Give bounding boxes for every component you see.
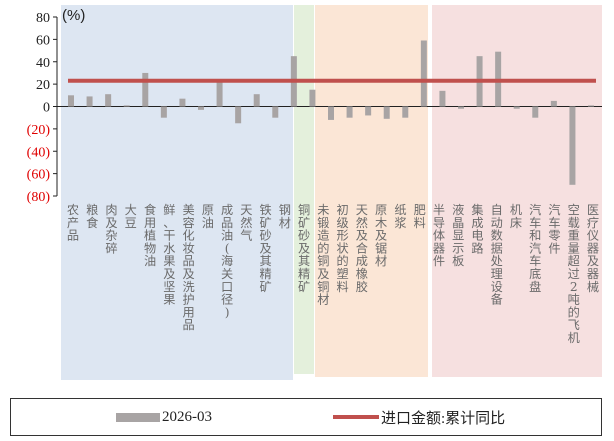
- bar: [458, 106, 464, 109]
- bar: [216, 81, 223, 107]
- bar: [383, 106, 390, 119]
- x-tick-label: 原油: [202, 203, 214, 230]
- x-tick-label: 未锻造的铜及铜材: [317, 203, 329, 307]
- bar: [346, 106, 353, 118]
- x-tick-label: 美容化妆品及洗护用品: [182, 203, 194, 332]
- legend-label-bar: 2026-03: [162, 408, 212, 425]
- x-tick-label: 集成电路: [471, 202, 483, 255]
- y-tick-label: (80): [27, 190, 51, 205]
- x-tick-label: 液晶显示板: [452, 202, 464, 268]
- legend-item-bar: 2026-03: [116, 399, 212, 435]
- x-tick-label: 纸浆: [394, 203, 406, 230]
- y-tick-label: (20): [27, 123, 51, 138]
- x-tick-label: 鲜、干水果及坚果: [163, 203, 175, 307]
- bar: [365, 106, 372, 116]
- x-tick-label: 钢材: [279, 203, 291, 230]
- bar: [532, 106, 539, 118]
- x-tick-label: 初级形状的塑料: [337, 203, 349, 294]
- unit-label: (%): [62, 7, 85, 24]
- category-group-bg-2: [294, 5, 314, 374]
- bar: [160, 106, 167, 118]
- legend: 2026-03 进口金额:累计同比: [10, 398, 602, 436]
- category-group-bg-1: [61, 5, 293, 380]
- x-tick-label: 铜矿砂及其精矿: [298, 202, 310, 294]
- x-tick-label: 机床: [510, 203, 522, 230]
- bar: [328, 106, 334, 120]
- y-tick-label: 60: [36, 33, 50, 48]
- y-tick-label: (40): [27, 145, 51, 160]
- y-tick-label: 40: [36, 56, 50, 71]
- x-tick-label: 食用植物油: [144, 202, 156, 268]
- bar: [253, 94, 260, 107]
- category-group-bg-4: [432, 5, 602, 377]
- x-tick-label: 原木及锯材: [375, 203, 387, 268]
- bar: [569, 106, 576, 185]
- category-group-backgrounds: [61, 5, 602, 380]
- bar: [68, 95, 74, 107]
- x-axis-labels: 农产品粮食肉及杂碎大豆食用植物油鲜、干水果及坚果美容化妆品及洗护用品原油成品油(…: [67, 202, 599, 345]
- bar: [420, 40, 427, 107]
- y-tick-label: 0: [43, 101, 50, 116]
- legend-swatch-line: [333, 415, 379, 419]
- bar: [439, 90, 446, 107]
- x-tick-label: 汽车和汽车底盘: [529, 202, 541, 294]
- legend-label-line: 进口金额:累计同比: [381, 410, 506, 427]
- bar: [550, 100, 557, 107]
- bar: [123, 105, 130, 107]
- x-tick-label: 自动数据处理设备: [491, 203, 503, 307]
- x-tick-label: 铁矿砂及其精矿: [259, 203, 271, 294]
- y-tick-label: 20: [36, 78, 50, 93]
- bar: [309, 89, 316, 107]
- category-group-bg-3: [315, 5, 428, 377]
- bar: [588, 105, 594, 107]
- x-tick-label: 肉及杂碎: [105, 203, 117, 255]
- bar: [513, 106, 520, 109]
- bar: [86, 96, 93, 107]
- x-tick-label: 汽车零件: [548, 202, 560, 255]
- x-tick-label: 成品油(海关口径): [221, 203, 233, 319]
- y-tick-label: (60): [27, 168, 51, 183]
- y-tick-label: 80: [36, 11, 50, 26]
- bar: [179, 98, 186, 107]
- bar: [198, 106, 204, 110]
- legend-item-line: 进口金额:累计同比: [333, 399, 505, 435]
- bar: [142, 72, 149, 107]
- x-tick-label: 半导体器件: [433, 203, 445, 268]
- x-tick-label: 肥料: [414, 203, 426, 230]
- bar: [105, 94, 112, 107]
- x-tick-label: 医疗仪器及器械: [587, 203, 599, 294]
- x-tick-label: 大豆: [125, 203, 137, 230]
- x-tick-label: 空载重量超过 2 吨的飞机: [568, 203, 580, 345]
- bar: [402, 106, 409, 118]
- x-tick-label: 天然及合成橡胶: [356, 203, 368, 294]
- bar: [272, 106, 279, 118]
- x-tick-label: 天然气: [240, 203, 252, 243]
- legend-swatch-bar: [116, 412, 160, 422]
- x-tick-label: 粮食: [86, 202, 98, 230]
- bar: [235, 106, 242, 124]
- x-tick-label: 农产品: [67, 203, 79, 243]
